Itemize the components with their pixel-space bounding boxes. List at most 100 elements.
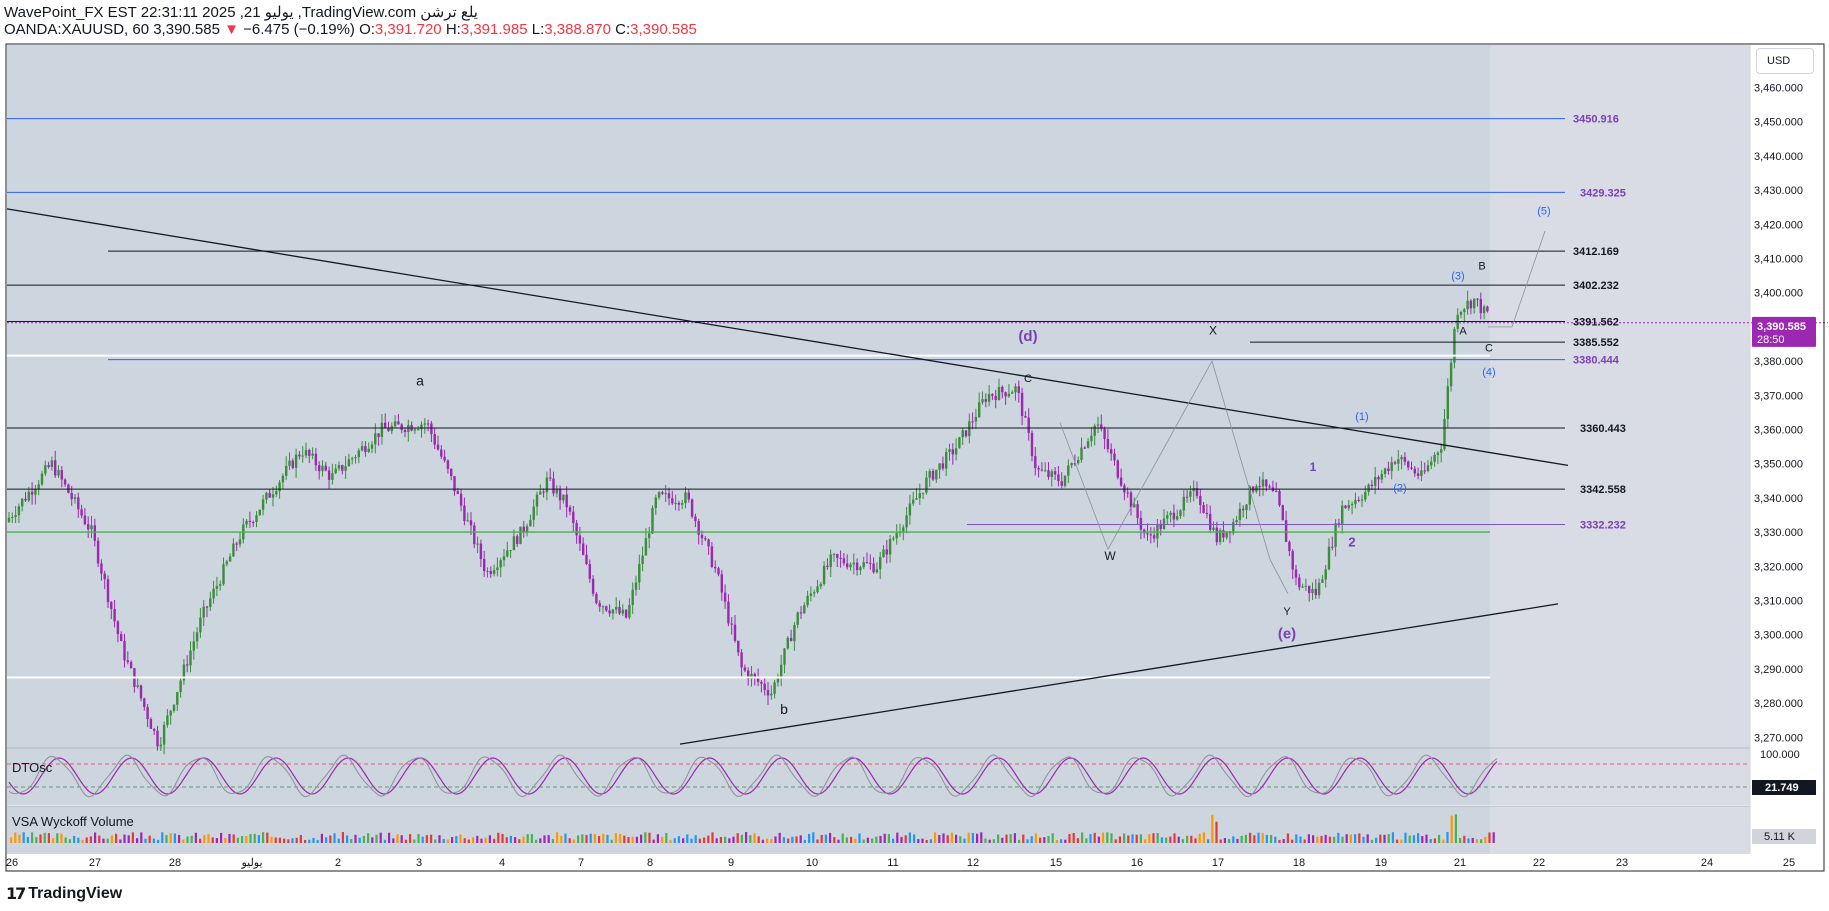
volume-bar	[854, 838, 857, 843]
volume-bar	[745, 832, 748, 843]
volume-bar	[589, 833, 592, 843]
volume-bar	[1278, 839, 1281, 843]
volume-bar	[1316, 836, 1319, 843]
candle-body	[1189, 491, 1192, 497]
volume-bar	[1366, 834, 1369, 843]
candle-body	[162, 724, 166, 745]
volume-bar	[619, 833, 622, 843]
candle-body	[1400, 457, 1403, 460]
candle-body	[667, 493, 671, 499]
volume-bar	[312, 837, 315, 843]
volume-bar	[383, 839, 386, 843]
volume-bar	[375, 834, 378, 843]
chart-title: WavePoint_FX EST 22:31:11 2025 ,21 يوليو…	[4, 4, 478, 21]
volume-bar	[1396, 839, 1399, 843]
volume-bar	[644, 832, 647, 843]
candle-body	[360, 446, 364, 451]
volume-bar	[556, 832, 559, 843]
volume-bar	[887, 834, 890, 843]
volume-bar	[1463, 835, 1466, 843]
symbol-label[interactable]: OANDA:XAUUSD, 60	[4, 21, 150, 38]
candle-body	[463, 505, 466, 521]
level-label: 3342.558	[1580, 484, 1626, 496]
candle-body	[624, 609, 628, 618]
candle-body	[351, 458, 354, 460]
currency-button[interactable]: USD	[1756, 48, 1814, 74]
volume-bar	[560, 835, 563, 843]
volume-bar	[1093, 832, 1096, 843]
volume-bar	[707, 835, 710, 843]
candle-body	[780, 664, 783, 679]
volume-bar	[715, 838, 718, 843]
candle-body	[859, 567, 862, 571]
volume-bar	[862, 839, 865, 843]
volume-bar	[1190, 835, 1193, 843]
candle-body	[895, 533, 898, 539]
candle-body	[832, 554, 836, 556]
candle-body	[93, 525, 96, 541]
candle-body	[110, 602, 113, 609]
wave-label: W	[1104, 549, 1116, 563]
wave-label: X	[1209, 323, 1217, 337]
volume-bar	[1202, 832, 1205, 843]
volume-bar	[1228, 839, 1231, 843]
candle-body	[582, 543, 585, 555]
volume-bar	[1459, 838, 1462, 843]
candle-body	[522, 526, 525, 532]
candle-body	[572, 511, 575, 524]
volume-bar	[1337, 832, 1340, 843]
candle-body	[1298, 577, 1301, 588]
volume-bar	[1236, 838, 1239, 843]
volume-bar	[850, 836, 853, 843]
volume-bar	[782, 837, 785, 843]
volume-bar	[362, 835, 365, 843]
volume-bar	[434, 839, 437, 843]
candle-body	[1149, 534, 1152, 536]
candle-body	[34, 489, 37, 495]
candle-body	[1308, 585, 1311, 594]
volume-bar	[85, 837, 88, 843]
volume-bar	[1274, 836, 1277, 843]
volume-bar	[858, 833, 861, 843]
candle-body	[311, 453, 314, 456]
volume-bar	[833, 837, 836, 843]
volume-bar	[1379, 834, 1382, 843]
candle-body	[450, 468, 453, 477]
volume-bar	[56, 833, 59, 843]
volume-bar	[455, 836, 458, 843]
high-value: 3,391.985	[460, 21, 528, 38]
oscillator-pane	[7, 748, 1750, 805]
candle-body	[1383, 468, 1387, 474]
volume-bar	[1001, 837, 1004, 843]
volume-bar	[1215, 821, 1218, 843]
volume-bar	[929, 839, 932, 843]
tradingview-logo[interactable]: 17 TradingView	[6, 884, 122, 903]
candle-body	[506, 550, 509, 557]
volume-bar	[896, 832, 899, 843]
volume-value-tag	[1752, 829, 1816, 844]
candle-body	[1486, 306, 1489, 312]
volume-bar	[215, 838, 218, 843]
volume-bar	[652, 839, 655, 843]
candle-body	[258, 509, 261, 516]
volume-bar	[43, 832, 46, 843]
volume-bar	[1148, 834, 1151, 843]
candle-body	[766, 690, 770, 696]
volume-bar	[203, 835, 206, 843]
candle-body	[261, 499, 265, 510]
price-axis-tick: 3,440.000	[1754, 151, 1803, 163]
volume-bar	[73, 835, 76, 843]
candle-body	[753, 673, 756, 677]
price-axis-tick: 3,270.000	[1754, 732, 1803, 744]
candle-body	[1430, 461, 1433, 466]
candle-body	[403, 429, 407, 433]
candle-body	[1301, 586, 1304, 588]
volume-bar	[169, 832, 172, 843]
upper-trendline	[6, 208, 1569, 467]
volume-bar	[606, 834, 609, 843]
volume-bar	[341, 832, 344, 843]
volume-bar	[1320, 835, 1323, 843]
change-down-icon: ▼	[224, 21, 239, 38]
price-chart[interactable]: 3,460.000 3,450.000 3,440.000 3,430.000 3,42…	[0, 0, 1829, 880]
candle-body	[902, 527, 905, 532]
